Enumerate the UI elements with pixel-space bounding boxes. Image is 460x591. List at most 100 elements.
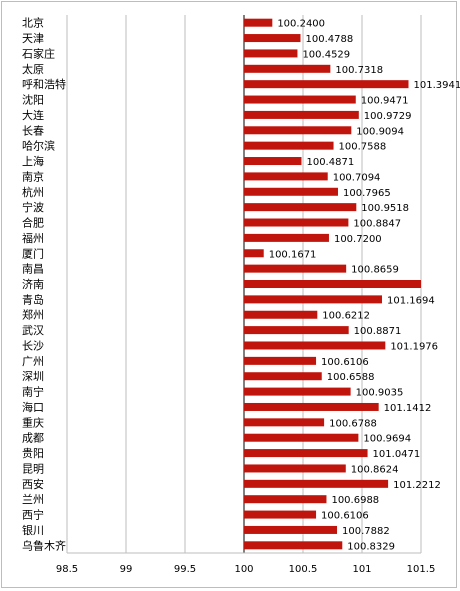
category-label: 济南 [22,277,44,291]
category-label: 大连 [22,108,44,122]
bar [244,341,386,350]
category-label: 昆明 [22,462,44,475]
value-label: 100.1671 [269,249,317,260]
value-label: 100.8624 [351,464,399,475]
bar [244,464,346,473]
category-label: 厦门 [22,246,44,260]
value-label: 100.7588 [339,142,387,153]
value-label: 100.9094 [356,126,404,137]
bar [244,372,322,381]
bar [244,310,318,319]
x-tick-label: 99 [120,564,133,575]
bar [244,95,356,104]
bar [244,126,352,135]
bar [244,172,328,181]
category-label: 西安 [22,477,44,491]
value-label: 100.9729 [364,111,412,122]
value-label: 100.7200 [334,234,382,245]
value-label: 100.8659 [351,265,399,276]
category-label: 南京 [22,169,44,183]
category-label: 深圳 [22,370,44,383]
value-label: 100.6106 [321,357,369,368]
category-label: 海口 [22,400,44,414]
bar [244,18,273,27]
bar [244,203,357,212]
x-tick-label: 98.5 [56,564,78,575]
value-label: 101.1412 [384,403,432,414]
value-label: 100.6106 [321,511,369,522]
value-label: 100.8871 [354,326,402,337]
category-label: 哈尔滨 [22,139,55,153]
category-label: 郑州 [22,308,44,322]
value-label: 101.1694 [387,295,435,306]
bar [244,280,421,288]
bar [244,295,382,304]
x-tick-label: 99.5 [174,564,196,575]
category-label: 成都 [22,432,44,445]
category-label: 广州 [22,355,44,368]
category-label: 宁波 [22,200,44,214]
bar [244,64,331,73]
bar [244,110,359,119]
category-label: 乌鲁木齐 [22,538,66,552]
value-label: 100.8847 [353,219,401,230]
category-label: 沈阳 [22,93,44,107]
category-label: 北京 [22,16,44,30]
bar [244,80,409,89]
value-label: 100.6988 [331,495,379,506]
bar [244,356,317,365]
value-label: 100.4788 [305,34,353,45]
category-label: 贵阳 [22,447,44,460]
value-label: 100.6588 [327,372,375,383]
category-label: 呼和浩特 [22,77,66,91]
bar [244,433,359,442]
bar [244,449,368,458]
category-label: 南宁 [22,385,44,399]
value-label: 101.2212 [393,480,441,491]
bar [244,141,334,150]
bar [244,525,338,534]
category-label: 银川 [22,523,44,537]
bar [244,510,317,519]
category-label: 长春 [22,124,44,137]
category-label: 上海 [22,154,44,168]
x-tick-label: 101 [352,564,371,575]
bar [244,495,327,504]
category-label: 石家庄 [22,46,55,60]
category-label: 太原 [22,63,44,76]
category-label: 武汉 [22,324,44,337]
category-label: 南昌 [22,263,44,276]
category-label: 长沙 [22,339,44,352]
value-label: 100.7094 [333,172,381,183]
value-label: 100.6788 [329,418,377,429]
bar [244,418,325,427]
bar [244,157,302,166]
value-label: 100.6212 [322,311,370,322]
bar [244,541,343,550]
category-label: 青岛 [22,292,44,306]
value-label: 100.8329 [347,541,395,552]
category-label: 西宁 [22,508,44,522]
value-label: 100.2400 [277,19,325,30]
bar [244,387,351,396]
bar [244,479,389,488]
category-label: 兰州 [22,493,44,506]
value-label: 101.3941 [414,80,460,91]
category-label: 杭州 [22,185,44,199]
value-label: 100.9694 [363,434,411,445]
x-tick-label: 100.5 [289,564,318,575]
bar [244,187,338,196]
value-label: 100.4529 [302,49,350,60]
x-tick-label: 100 [234,564,253,575]
bar [244,402,379,411]
category-label: 福州 [22,231,44,245]
value-label: 101.1976 [390,341,438,352]
category-label: 合肥 [22,216,44,230]
value-label: 100.9035 [356,388,404,399]
bar [244,233,329,242]
bar [244,264,347,273]
x-tick-label: 101.5 [407,564,436,575]
bar [244,34,301,43]
